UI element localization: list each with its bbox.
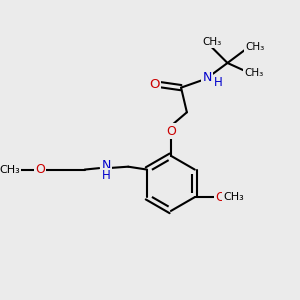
Text: CH₃: CH₃ (0, 165, 20, 175)
Text: N: N (102, 159, 111, 172)
Text: O: O (35, 163, 45, 176)
Text: CH₃: CH₃ (245, 42, 265, 52)
Text: O: O (216, 190, 226, 204)
Text: H: H (214, 76, 222, 89)
Text: CH₃: CH₃ (202, 37, 221, 47)
Text: O: O (149, 78, 160, 91)
Text: N: N (202, 71, 212, 84)
Text: O: O (166, 124, 176, 138)
Text: CH₃: CH₃ (223, 192, 244, 202)
Text: H: H (102, 169, 111, 182)
Text: CH₃: CH₃ (244, 68, 263, 78)
